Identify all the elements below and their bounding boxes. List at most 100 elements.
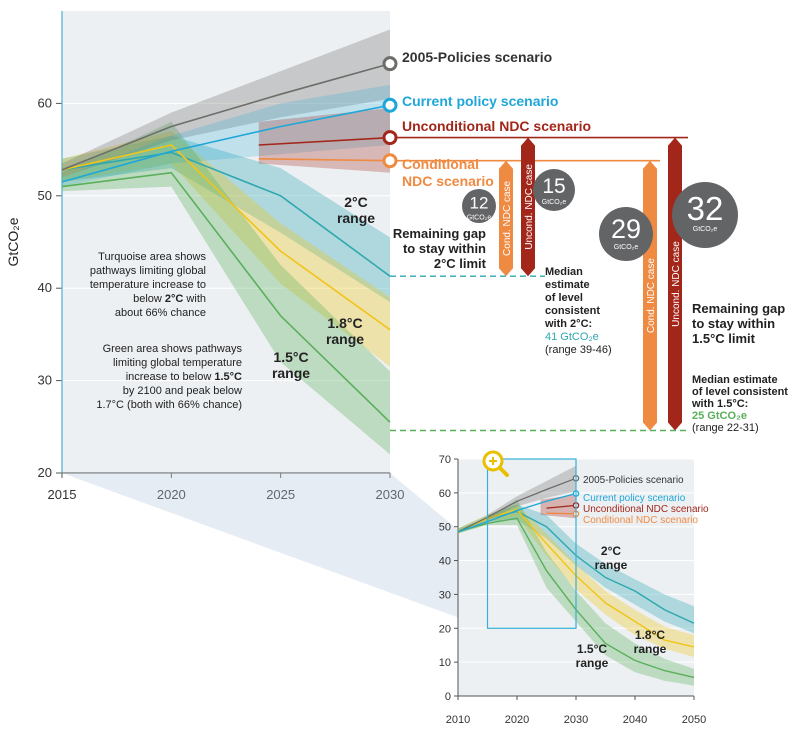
median-2c-label: 41 GtCO₂e [545, 331, 599, 343]
cond-ndc-label: Conditional [402, 156, 479, 172]
inset-y-tick-label: 30 [439, 589, 451, 601]
x-tick-label: 2015 [48, 487, 77, 502]
gap-15c-label: to stay within [692, 316, 775, 331]
gap-bar-uncond-2c-label: Uncond. NDC case [524, 164, 535, 250]
green-note: increase to below 1.5°C [126, 371, 242, 383]
turquoise-note: Turquoise area shows [98, 251, 206, 263]
one-eight-c-band [62, 131, 390, 367]
gap-circle-29-value: 29 [611, 214, 641, 244]
x-tick-label: 2025 [266, 487, 295, 502]
median-15c-label: (range 22-31) [692, 422, 759, 434]
gap-circle-12 [462, 189, 496, 223]
cond-ndc-label: NDC scenario [402, 173, 494, 189]
zoom-projection [62, 473, 576, 629]
turquoise-note: below 2°C with [133, 293, 206, 305]
inset-current-policy-label: Current policy scenario [583, 493, 686, 504]
policies-2005-marker [382, 56, 398, 72]
one-eight-range-label: 1.8°C [327, 315, 362, 331]
y-tick-label: 30 [38, 373, 52, 388]
gap-circle-15 [533, 169, 575, 211]
gap-circle-32-unit: GtCO₂e [693, 226, 718, 233]
one-five-range-label: 1.5°C [273, 349, 308, 365]
two-c-range-label: 2°C [344, 194, 368, 210]
uncond-ndc-marker [382, 130, 398, 146]
current-policy-line [61, 104, 391, 183]
inset-y-tick-label: 20 [439, 623, 451, 635]
inset-one-eight-range-label: 1.8°C [635, 628, 665, 642]
inset-y-tick-label: 40 [439, 556, 451, 568]
inset-one-five-range-label: range [576, 656, 609, 670]
one-five-range-label: range [272, 365, 310, 381]
plot-background [62, 11, 390, 473]
inset-x-tick-label: 2050 [682, 714, 706, 726]
inset-uncond-ndc-label: Unconditional NDC scenario [583, 504, 709, 515]
one-eight-c-line [61, 144, 391, 331]
turquoise-note: about 66% chance [115, 307, 206, 319]
inset-policies-2005-line [457, 477, 577, 533]
policies-2005-line [61, 62, 391, 171]
gap-circle-29 [599, 207, 653, 261]
green-note: Green area shows pathways [103, 343, 243, 355]
inset-y-tick-label: 50 [439, 522, 451, 534]
inset-one-five-range-label: 1.5°C [577, 642, 607, 656]
one-five-c-band [62, 121, 390, 455]
inset-one-eight-range-label: range [634, 642, 667, 656]
gap-bar-cond-2c [499, 160, 513, 277]
gap-circle-32 [672, 182, 738, 248]
current-policy-band [62, 84, 390, 187]
turquoise-note: pathways limiting global [90, 265, 206, 277]
median-15c-label: with 1.5°C: [691, 398, 748, 410]
two-c-line [61, 151, 391, 277]
inset-two-c-range-label: range [595, 558, 628, 572]
gap-circle-32-value: 32 [687, 190, 724, 227]
gap-2c-label: to stay within [403, 241, 486, 256]
gap-bar-cond-15c-label: Cond. NDC case [646, 258, 657, 333]
gap-circle-15-value: 15 [542, 175, 565, 198]
inset-y-tick-label: 10 [439, 657, 451, 669]
inset-x-tick-label: 2010 [446, 714, 470, 726]
inset-y-tick-label: 0 [445, 691, 451, 703]
y-tick-label: 60 [38, 95, 52, 110]
inset-x-tick-label: 2020 [505, 714, 529, 726]
gap-2c-label: Remaining gap [393, 226, 486, 241]
median-2c-label: estimate [545, 279, 590, 291]
median-15c-label: of level consistent [692, 386, 788, 398]
gap-circle-12-unit: GtCO₂e [467, 215, 492, 222]
gap-circle-29-unit: GtCO₂e [614, 244, 639, 251]
median-15c-label: Median estimate [692, 374, 778, 386]
green-note: 1.7°C (both with 66% chance) [96, 399, 242, 411]
zoom-window [486, 458, 577, 629]
median-2c-label: with 2°C: [544, 318, 592, 330]
cond-ndc-line [258, 158, 391, 162]
inset-uncond-ndc-line [546, 504, 577, 509]
median-2c-label: (range 39-46) [545, 344, 612, 356]
inset-two-c-band [458, 504, 694, 634]
y-tick-label: 20 [38, 465, 52, 480]
inset-two-c-range-label: 2°C [601, 544, 621, 558]
y-axis-label: GtCO₂e [5, 217, 21, 266]
y-tick-label: 40 [38, 280, 52, 295]
gap-bar-cond-2c-label: Cond. NDC case [502, 180, 513, 255]
y-tick-label: 50 [38, 188, 52, 203]
uncond-ndc-line [258, 136, 391, 146]
inset-current-policy-line [457, 492, 577, 533]
green-note: limiting global temperature [113, 357, 242, 369]
inset-cond-ndc-line [546, 512, 577, 515]
magnifier-handle [498, 466, 509, 477]
two-c-range-label: range [337, 210, 375, 226]
gap-15c-label: 1.5°C limit [692, 331, 756, 346]
current-policy-label: Current policy scenario [402, 93, 558, 109]
median-2c-label: consistent [545, 305, 600, 317]
two-c-band [62, 135, 390, 303]
inset-policies-2005-band [487, 465, 576, 520]
inset-policies-2005-label: 2005-Policies scenario [583, 475, 684, 486]
x-tick-label: 2020 [157, 487, 186, 502]
inset-x-tick-label: 2030 [564, 714, 588, 726]
x-tick-label: 2030 [376, 487, 405, 502]
uncond-ndc-label: Unconditional NDC scenario [402, 118, 591, 134]
inset-cond-ndc-label: Conditional NDC scenario [583, 515, 698, 526]
current-policy-marker [382, 97, 398, 113]
gap-circle-15-unit: GtCO₂e [542, 199, 567, 206]
median-2c-label: Median [545, 266, 583, 278]
